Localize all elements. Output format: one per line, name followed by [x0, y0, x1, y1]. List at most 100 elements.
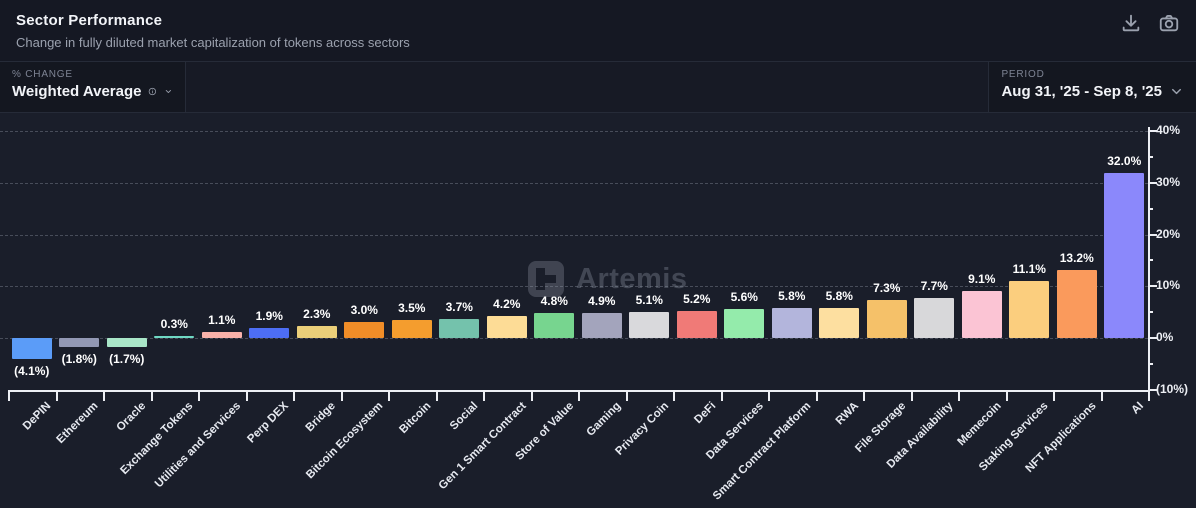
bar-value-label: 5.2%: [683, 292, 711, 307]
x-axis-tick: [198, 390, 200, 401]
x-axis-tick: [1053, 390, 1055, 401]
y-axis-tick: [1148, 181, 1157, 184]
bar-bitcoin-ecosystem[interactable]: [344, 322, 385, 338]
y-axis-tick: [1148, 388, 1157, 391]
category-label: DePIN: [20, 400, 54, 433]
category-label: Perp DEX: [245, 400, 291, 446]
page-title: Sector Performance: [16, 12, 163, 29]
y-axis-tick-label: 40%: [1156, 123, 1181, 138]
x-axis-tick: [673, 390, 675, 401]
bar-depin[interactable]: [11, 338, 52, 360]
y-axis-tick-label: 20%: [1156, 226, 1181, 241]
category-label: Bitcoin: [397, 400, 434, 437]
bar-defi[interactable]: [676, 311, 717, 338]
y-axis-minor-tick: [1148, 362, 1153, 365]
category-label: Bridge: [303, 400, 339, 435]
bar-ai[interactable]: [1104, 172, 1145, 338]
category-label: Social: [448, 400, 481, 433]
x-axis-tick: [55, 390, 58, 401]
chevron-down-icon: [164, 84, 173, 99]
x-axis-tick: [910, 390, 913, 401]
bar-value-label: 9.1%: [968, 271, 996, 286]
bar-ethereum[interactable]: [59, 338, 100, 348]
filter-bar-spacer: [186, 62, 988, 112]
bar-exchange-tokens[interactable]: [154, 336, 195, 338]
bar-value-label: 5.1%: [635, 292, 663, 307]
bar-smart-contract-platform[interactable]: [771, 308, 812, 338]
bar-store-of-value[interactable]: [534, 313, 575, 338]
bar-value-label: 1.1%: [208, 313, 236, 328]
bar-value-label: 32.0%: [1107, 153, 1142, 168]
bar-value-label: 1.9%: [255, 309, 283, 324]
bar-perp-dex[interactable]: [249, 328, 290, 338]
x-axis-tick: [625, 390, 628, 401]
x-axis-tick: [768, 390, 770, 401]
bar-privacy-coin[interactable]: [629, 311, 670, 338]
bar-social[interactable]: [439, 318, 480, 338]
y-axis-tick-label: 0%: [1156, 330, 1174, 344]
bar-gen-1-smart-contract[interactable]: [486, 316, 527, 338]
bar-value-label: (4.1%): [14, 364, 50, 379]
y-axis-tick: [1148, 337, 1157, 339]
x-axis-tick: [293, 390, 295, 401]
bar-bitcoin[interactable]: [391, 319, 432, 338]
category-label: Oracle: [114, 400, 149, 434]
gridline: [0, 234, 1148, 236]
y-axis-minor-tick: [1148, 259, 1153, 262]
category-label: Gaming: [584, 400, 624, 439]
artemis-logo-icon: [528, 261, 564, 297]
category-label: Utilities and Services: [152, 400, 244, 491]
info-icon[interactable]: [148, 84, 157, 99]
bar-value-label: 11.1%: [1012, 261, 1046, 276]
bar-value-label: 0.3%: [160, 317, 188, 332]
category-label: AI: [1129, 400, 1146, 417]
category-label: Smart Contract Platform: [710, 400, 814, 503]
bar-data-availability[interactable]: [914, 298, 955, 338]
bar-nft-applications[interactable]: [1056, 269, 1097, 338]
y-axis-tick-label: 10%: [1156, 278, 1181, 293]
bar-value-label: 5.8%: [825, 289, 853, 303]
x-axis-tick: [720, 390, 723, 401]
bar-file-storage[interactable]: [866, 300, 907, 338]
y-axis-tick: [1148, 285, 1157, 288]
x-axis-tick: [863, 390, 865, 401]
bar-value-label: 3.0%: [350, 303, 378, 318]
chart-plot: Artemis 40% 30% 20% 10% 0% (10%) (4.1%) DePIN (1…: [0, 113, 1196, 508]
bar-value-label: 2.3%: [303, 307, 331, 322]
bar-value-label: 4.2%: [493, 297, 521, 312]
x-axis-tick: [8, 390, 10, 401]
bar-utilities-and-services[interactable]: [201, 332, 242, 338]
bar-data-services[interactable]: [724, 309, 765, 338]
y-axis-tick-label: 30%: [1156, 174, 1181, 189]
change-metric-value: Weighted Average: [12, 83, 142, 100]
bar-value-label: 7.3%: [873, 281, 901, 296]
change-metric-dropdown[interactable]: % CHANGE Weighted Average: [0, 62, 186, 112]
y-axis-tick: [1148, 130, 1157, 133]
gridline: [0, 286, 1148, 288]
bar-bridge[interactable]: [296, 326, 337, 338]
period-dropdown[interactable]: PERIOD Aug 31, '25 - Sep 8, '25: [988, 62, 1196, 112]
header: Sector Performance Change in fully dilut…: [0, 0, 1196, 62]
x-axis-tick: [483, 390, 485, 401]
x-axis-tick: [1005, 390, 1008, 401]
x-axis-tick: [388, 390, 390, 401]
x-axis-tick: [530, 390, 533, 401]
bar-rwa[interactable]: [819, 308, 860, 338]
bar-value-label: 5.6%: [730, 290, 758, 305]
bar-memecoin[interactable]: [961, 290, 1002, 338]
camera-icon[interactable]: [1158, 12, 1180, 34]
chevron-down-icon: [1169, 84, 1184, 99]
gridline: [0, 338, 1148, 339]
bar-value-label: (1.7%): [109, 351, 145, 366]
bar-oracle[interactable]: [106, 338, 147, 347]
bar-gaming[interactable]: [581, 312, 622, 338]
x-axis-tick: [150, 390, 153, 401]
bar-staking-services[interactable]: [1009, 280, 1050, 338]
x-axis-tick: [435, 390, 438, 401]
x-axis-tick: [245, 390, 248, 401]
category-label: DeFi: [692, 400, 719, 427]
x-axis-tick: [1100, 390, 1103, 401]
download-icon[interactable]: [1120, 12, 1142, 34]
bar-value-label: 5.8%: [778, 289, 806, 303]
bar-value-label: 3.5%: [398, 300, 426, 315]
